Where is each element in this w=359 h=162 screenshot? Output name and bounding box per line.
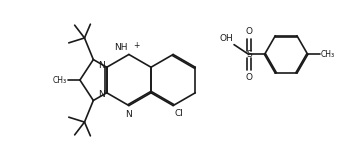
Text: N: N (126, 110, 132, 118)
Text: N: N (98, 61, 105, 70)
Text: +: + (133, 40, 139, 50)
Text: Cl: Cl (174, 109, 183, 117)
Text: NH: NH (115, 42, 128, 52)
Text: CH₃: CH₃ (321, 50, 335, 59)
Text: S: S (246, 50, 252, 59)
Text: N: N (98, 90, 105, 99)
Text: O: O (245, 73, 252, 82)
Text: CH₃: CH₃ (53, 75, 67, 85)
Text: O: O (245, 27, 252, 36)
Text: OH: OH (219, 34, 233, 43)
